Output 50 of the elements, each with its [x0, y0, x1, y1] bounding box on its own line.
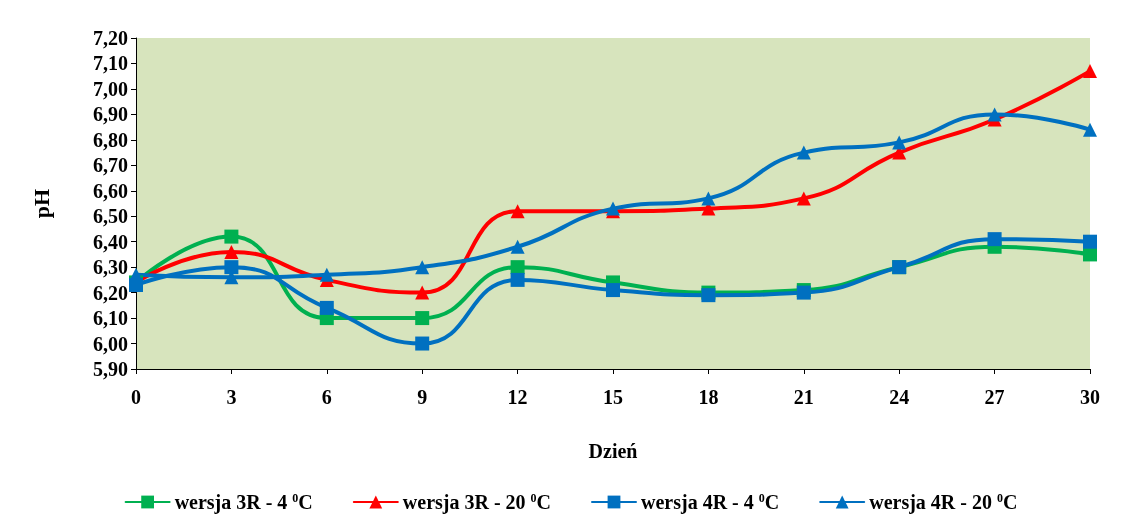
point	[224, 260, 239, 275]
y-tick-label: 7,20	[93, 27, 128, 49]
y-tick-label: 7,00	[93, 77, 128, 100]
y-tick-label: 6,40	[93, 230, 128, 253]
point	[606, 283, 620, 298]
point	[415, 336, 430, 351]
point	[510, 204, 525, 219]
point	[319, 300, 334, 315]
x-tick-label: 15	[603, 386, 623, 408]
x-axis-title: Dzień	[588, 440, 638, 462]
point	[415, 260, 430, 275]
y-tick-label: 6,00	[93, 332, 128, 355]
point	[510, 260, 525, 275]
point	[510, 272, 525, 287]
point	[701, 191, 716, 206]
point	[892, 135, 907, 150]
x-tick-label: 0	[131, 386, 141, 408]
point	[796, 145, 811, 160]
point	[510, 239, 525, 254]
x-tick-label: 6	[321, 386, 332, 408]
x-tick-label: 21	[793, 386, 814, 408]
point	[796, 191, 811, 206]
y-tick-label: 6,10	[93, 307, 128, 330]
point	[987, 232, 1002, 247]
point	[1083, 122, 1097, 137]
y-tick-label: 6,50	[93, 205, 128, 228]
point	[224, 229, 239, 244]
y-tick-label: 5,90	[93, 358, 128, 380]
y-tick-label: 6,60	[93, 179, 128, 202]
x-tick-label: 9	[417, 386, 428, 408]
y-tick-label: 6,20	[93, 281, 128, 304]
point	[1083, 64, 1097, 79]
x-tick-label: 27	[984, 386, 1005, 408]
y-tick-label: 7,10	[93, 52, 128, 75]
point	[319, 267, 334, 282]
y-tick-label: 6,30	[93, 256, 128, 279]
point	[415, 285, 430, 300]
point	[1083, 234, 1097, 249]
x-tick-label: 18	[698, 386, 719, 408]
point	[224, 244, 239, 259]
point	[987, 107, 1002, 122]
y-tick-label: 6,90	[93, 103, 128, 126]
x-tick-label: 12	[507, 386, 528, 408]
x-tick-label: 30	[1080, 386, 1100, 408]
x-tick-label: 3	[226, 386, 237, 408]
point	[415, 311, 430, 326]
y-tick-label: 6,70	[93, 154, 128, 177]
x-tick-label: 24	[889, 386, 910, 408]
y-axis-title: pH	[28, 188, 54, 219]
y-tick-label: 6,80	[93, 128, 128, 151]
